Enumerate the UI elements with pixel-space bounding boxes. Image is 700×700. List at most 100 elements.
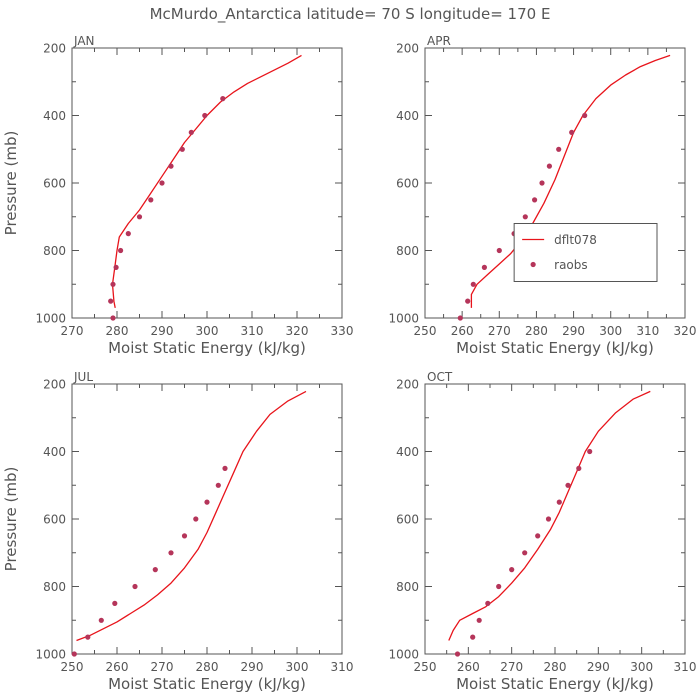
data-point-raobs [522,550,528,556]
data-point-raobs [485,600,491,607]
data-point-raobs [148,197,154,203]
y-tick-label: 600 [396,177,419,191]
panel-label: JUL [73,370,93,384]
data-point-raobs [204,499,210,505]
panel-apr: APR 250 260 270 280 290 300 310 320 200 400 600 800 1… [388,34,696,357]
legend-entry: raobs [554,258,588,272]
y-tick-label: 1000 [388,648,419,662]
x-tick-label: 320 [674,324,697,338]
y-tick-label: 400 [396,445,419,459]
data-point-raobs [108,298,114,304]
data-point-raobs [470,634,476,640]
x-tick-label: 280 [525,324,548,338]
y-tick-label: 1000 [388,312,419,326]
data-point-raobs [556,146,562,152]
panel-label: APR [427,34,451,48]
x-tick-label: 300 [599,324,622,338]
x-tick-label: 270 [488,324,511,338]
x-tick-label: 330 [331,324,354,338]
x-axis-label: Moist Static Energy (kJ/kg) [456,339,654,357]
panel-oct: OCT 250 260 270 280 290 300 310 200 400 600 800 1000… [388,370,696,693]
data-point-raobs [496,247,502,254]
y-tick-label: 400 [43,109,66,123]
data-point-raobs [454,651,461,657]
data-point-raobs [136,214,143,220]
y-axis-label: Pressure (mb) [2,131,20,236]
data-point-raobs [188,129,194,135]
x-tick-label: 290 [241,660,264,674]
data-point-raobs [85,634,91,640]
panel-jan: JAN 270 280 290 300 310 320 330 200 400 600 800 1000… [2,34,353,357]
data-point-raobs [179,146,185,152]
y-tick-label: 1000 [35,648,66,662]
y-axis-label: Pressure (mb) [2,467,20,572]
data-point-raobs [565,482,571,488]
data-point-raobs [168,163,174,169]
data-point-raobs [582,112,588,119]
x-tick-label: 300 [196,324,219,338]
data-point-raobs [202,112,208,119]
series-line-dflt078 [470,54,671,308]
x-tick-label: 250 [414,660,437,674]
x-tick-label: 270 [500,660,523,674]
data-point-raobs [522,214,528,220]
data-point-raobs [112,600,118,607]
series-line-dflt078 [448,390,651,641]
x-tick-label: 260 [457,660,480,674]
panels: JAN 270 280 290 300 310 320 330 200 400 600 800 1000… [2,34,696,693]
x-tick-label: 310 [674,660,697,674]
panel-label: JAN [73,34,95,48]
data-point-raobs [569,129,575,135]
data-point-raobs [465,298,471,304]
data-point-raobs [220,96,226,102]
data-point-raobs [181,533,188,539]
data-point-raobs [110,281,116,287]
data-point-raobs [113,264,119,270]
series-line-dflt078 [76,390,307,642]
x-tick-label: 270 [151,660,174,674]
x-tick-label: 290 [587,660,610,674]
y-tick-label: 600 [396,513,419,527]
x-tick-label: 310 [636,324,659,338]
plot-frame [71,47,343,319]
y-tick-label: 800 [396,580,419,594]
x-tick-label: 280 [196,660,219,674]
x-axis-label: Moist Static Energy (kJ/kg) [108,339,306,357]
y-tick-label: 800 [43,244,66,258]
x-tick-label: 310 [331,660,354,674]
data-point-raobs [545,516,552,522]
panel-jul: JUL 250 260 270 280 290 300 310 200 400 600 800 1000… [2,370,353,693]
data-point-raobs [576,465,582,471]
data-point-raobs [71,651,77,657]
y-tick-label: 200 [43,378,66,392]
x-tick-label: 290 [151,324,174,338]
data-point-raobs [152,567,158,573]
x-tick-label: 250 [414,324,437,338]
legend-entry: dflt078 [554,233,597,247]
x-tick-label: 310 [241,324,264,338]
y-tick-label: 400 [43,445,66,459]
x-tick-label: 280 [106,324,129,338]
x-tick-label: 280 [544,660,567,674]
data-point-raobs [470,281,476,287]
data-point-raobs [132,583,138,590]
y-tick-label: 600 [43,513,66,527]
data-point-raobs [110,315,116,321]
data-point-raobs [159,180,165,186]
data-point-raobs [193,516,199,522]
y-tick-label: 200 [43,42,66,56]
y-tick-label: 1000 [35,312,66,326]
data-point-raobs [546,163,553,169]
data-point-raobs [222,465,228,471]
data-point-raobs [587,448,593,455]
x-tick-label: 320 [286,324,309,338]
data-point-raobs [98,617,104,623]
data-point-raobs [539,180,545,186]
y-tick-label: 200 [396,378,419,392]
x-tick-label: 260 [106,660,129,674]
x-tick-label: 300 [286,660,309,674]
data-point-raobs [509,567,515,573]
data-point-raobs [125,231,131,237]
x-tick-label: 250 [61,660,84,674]
